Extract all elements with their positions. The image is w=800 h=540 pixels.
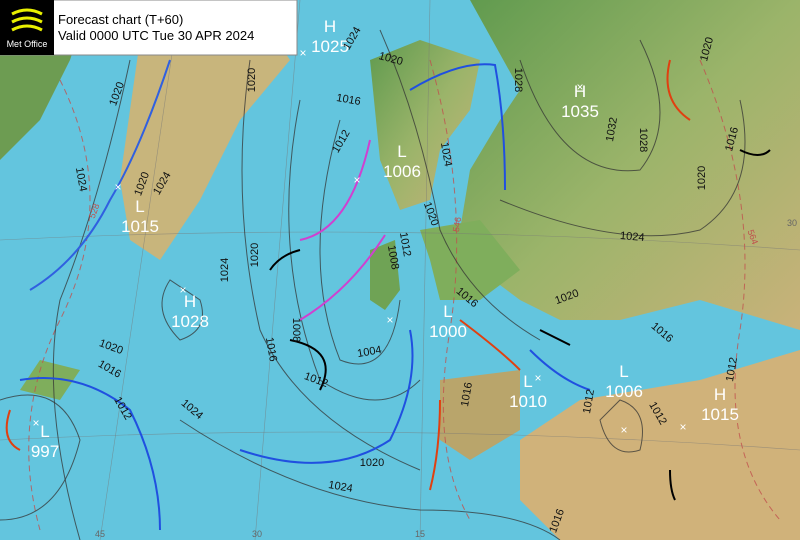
center-value: 1015 [701, 405, 739, 424]
isobar-label: 1016 [263, 336, 279, 362]
isobar-label: 1008 [385, 244, 401, 270]
logo-mark [11, 8, 43, 32]
center-type: L [443, 302, 452, 321]
isobar-label: 1024 [438, 141, 454, 167]
center-type: H [184, 292, 196, 311]
isobar-label: 1012 [724, 356, 740, 382]
isobar-label: 1020 [249, 243, 261, 267]
header: Met Office Forecast chart (T+60) Valid 0… [0, 0, 298, 56]
center-marker: × [679, 420, 686, 434]
center-marker: × [299, 46, 306, 60]
center-marker: × [32, 416, 39, 430]
thickness-label: 528 [87, 202, 102, 220]
center-marker: × [534, 371, 541, 385]
grid-label: 45 [95, 529, 105, 539]
center-marker: × [620, 423, 627, 437]
grid-label: 15 [415, 529, 425, 539]
center-type: H [574, 82, 586, 101]
isobar-label: 1024 [327, 479, 353, 495]
center-marker: × [353, 173, 360, 187]
isobar-label: 1024 [620, 230, 645, 244]
center-marker: × [179, 283, 186, 297]
isobar-label: 1004 [356, 344, 382, 360]
thickness-label: 546 [451, 216, 463, 233]
center-type: L [135, 197, 144, 216]
isobar-label: 1012 [397, 231, 413, 257]
center-type: H [714, 385, 726, 404]
center-value: 1025 [311, 37, 349, 56]
grid-label: 30 [252, 529, 262, 539]
isobar-label: 1032 [604, 116, 620, 142]
center-value: 1006 [383, 162, 421, 181]
center-value: 1000 [429, 322, 467, 341]
center-marker: × [114, 180, 121, 194]
thickness-label: 564 [746, 228, 761, 246]
isobars [0, 29, 746, 540]
isobar-label: 1028 [512, 68, 524, 92]
center-type: L [397, 142, 406, 161]
isobar-label: 1008 [290, 318, 302, 342]
fronts [5, 59, 771, 531]
center-value: 1035 [561, 102, 599, 121]
isobar-label: 1024 [219, 258, 231, 282]
isobar-label: 1012 [581, 388, 597, 414]
center-type: H [324, 17, 336, 36]
subtitle: Valid 0000 UTC Tue 30 APR 2024 [58, 28, 254, 43]
title: Forecast chart (T+60) [58, 12, 183, 27]
center-marker: × [386, 313, 393, 327]
isobar-label: 1020 [246, 68, 258, 92]
center-value: 1028 [171, 312, 209, 331]
isobar-label: 1016 [459, 381, 475, 407]
isobar-label: 1028 [637, 128, 649, 152]
isobar-label: 1020 [696, 166, 708, 190]
isobar-label: 1024 [73, 166, 89, 192]
center-marker: × [576, 80, 583, 94]
grid-label: 30 [787, 218, 797, 228]
isobar-label: 1020 [360, 457, 384, 469]
center-value: 1010 [509, 392, 547, 411]
isobar-label: 1016 [335, 92, 361, 108]
thickness-lines [28, 59, 781, 531]
logo-text: Met Office [7, 39, 48, 49]
center-type: L [619, 362, 628, 381]
center-value: 1015 [121, 217, 159, 236]
center-value: 1006 [605, 382, 643, 401]
center-value: 997 [31, 442, 59, 461]
center-type: L [40, 422, 49, 441]
center-type: L [523, 372, 532, 391]
